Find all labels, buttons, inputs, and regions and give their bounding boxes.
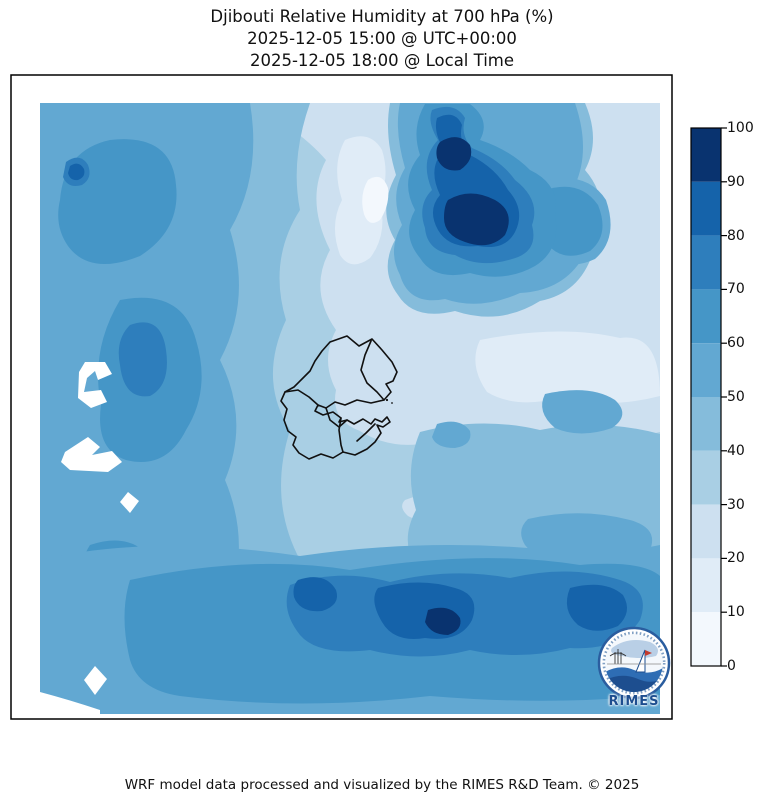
contour-south-90-100-speck [425,607,461,635]
island-dot [391,402,393,404]
region-boundary [360,340,385,401]
contour-10-20-spot [334,136,386,265]
colorbar-segment-0-10 [691,612,721,666]
logo-sail [635,649,646,673]
no-data-patch [61,437,122,472]
region-boundary [356,423,376,442]
colorbar-ticks [721,127,727,667]
footer-credit: WRF model data processed and visualized … [124,777,640,793]
colorbar-segment-20-30 [691,504,721,559]
colorbar-segment-90-100 [691,128,721,182]
contour-west-70-80-core [118,322,167,397]
colorbar-tick-label: 10 [727,604,745,621]
colorbar-segment-70-80 [691,235,721,290]
colorbar-tick-label: 100 [727,120,754,136]
page-title: Djibouti Relative Humidity at 700 hPa (%… [210,7,554,26]
colorbar-segment-80-90 [691,181,721,236]
contour-ne-90-100-core [444,193,509,246]
contour-east-50-60-blob [432,421,471,448]
region-boundary [325,407,348,428]
colorbar-segment-40-50 [691,397,721,451]
colorbar-tick-label: 80 [727,227,745,244]
contour-east-50-60-blob [542,390,623,434]
rimes-wordmark: RIMES [608,694,660,709]
contour-10-20-band [475,331,660,404]
contour-south-80-90-core [293,577,338,612]
contour-south-80-90-core [374,582,475,639]
contour-south-80-90-core [566,584,627,631]
colorbar-tick-label: 50 [727,389,745,405]
no-data-patch [120,492,139,513]
no-data-patch [84,666,107,695]
logo-pennant [645,650,652,656]
colorbar-tick-label: 60 [727,335,745,352]
subtitle-utc: 2025-12-05 15:00 @ UTC+00:00 [247,29,517,48]
island-dot [385,398,389,402]
colorbar-tick-label: 90 [727,173,745,190]
colorbar [690,127,727,667]
logo-radio-waves-icon [609,649,627,664]
logo-ring-text-arc [602,631,666,695]
contour-field [40,103,660,714]
colorbar-segment-60-70 [691,289,721,344]
colorbar-segment-10-20 [691,558,721,613]
colorbar-tick-label: 0 [727,658,736,674]
country-outline [280,335,398,460]
logo-scene [605,634,663,692]
no-data-edge [40,692,100,714]
colorbar-tick-label: 40 [727,442,745,459]
contour-0-10-spot [362,176,389,223]
region-boundary [338,417,344,453]
region-boundary [284,389,319,406]
colorbar-segment-30-40 [691,450,721,505]
colorbar-tick-label: 70 [727,281,745,298]
subtitle-local: 2025-12-05 18:00 @ Local Time [249,51,515,70]
rimes-logo [597,626,671,700]
colorbar-tick-label: 20 [727,550,745,567]
colorbar-segment-50-60 [691,343,721,397]
colorbar-tick-label: 30 [727,496,745,513]
no-data-patch [78,362,112,408]
djibouti-admin-boundaries [280,335,398,460]
contour-ne-90-100-core [436,137,472,171]
contour-west-80-90-speck [68,163,85,181]
logo-wave-lower [605,675,663,692]
